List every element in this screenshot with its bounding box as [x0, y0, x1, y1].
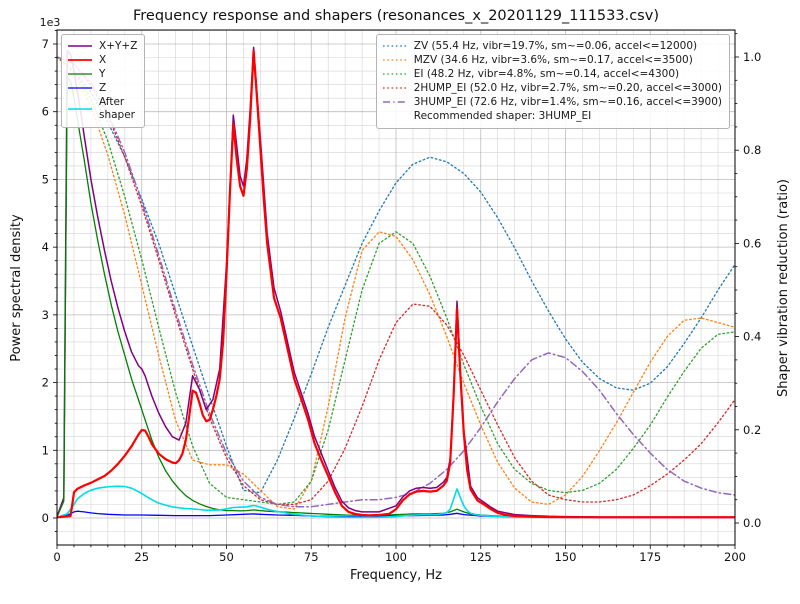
legend-item-recommended-shaper-note: Recommended shaper: 3HUMP_EI: [382, 110, 722, 124]
legend-item-x: X: [67, 54, 137, 68]
y-axis-label-left: Power spectral density: [9, 214, 24, 362]
x-tick-label: 200: [724, 550, 746, 564]
legend-line-sample: [68, 59, 92, 62]
legend-item-z: Z: [67, 82, 137, 96]
chart-title: Frequency response and shapers (resonanc…: [133, 8, 659, 24]
series-after-shaper-line: [57, 485, 735, 519]
x-tick-label: 25: [134, 550, 149, 564]
y-right-tick-label: 0.4: [743, 330, 761, 344]
legend-line-sample: [68, 108, 92, 110]
legend-item-mzv: MZV (34.6 Hz, vibr=3.6%, sm~=0.17, accel…: [382, 54, 722, 68]
y-axis-label-right: Shaper vibration reduction (ratio): [776, 179, 791, 397]
legend-line-sample: [68, 87, 92, 89]
legend-item-label: MZV (34.6 Hz, vibr=3.6%, sm~=0.17, accel…: [413, 53, 693, 66]
x-tick-label: 50: [219, 550, 234, 564]
x-axis-label: Frequency, Hz: [350, 568, 442, 583]
x-tick-label: 0: [53, 550, 60, 564]
chart-series: [57, 46, 735, 519]
legend-empty-handle: [382, 110, 408, 122]
x-tick-label: 175: [639, 550, 661, 564]
legend-item-y: Y: [67, 68, 137, 82]
legend-item-label: X: [99, 53, 107, 66]
legend-line-sample: [68, 45, 92, 47]
legend-item-label: 2HUMP_EI (52.0 Hz, vibr=2.7%, sm~=0.20, …: [413, 81, 722, 94]
y-left-tick-label: 7: [42, 37, 49, 51]
legend-line-sample: [68, 73, 92, 75]
series-ei-line: [57, 56, 735, 506]
legend-item-label: Recommended shaper: 3HUMP_EI: [413, 109, 592, 122]
legend-item-label: ZV (55.4 Hz, vibr=19.7%, sm~=0.06, accel…: [413, 39, 698, 52]
y-left-tick-label: 1: [42, 443, 49, 457]
legend-line-sample: [382, 87, 407, 89]
y-right-tick-label: 0.6: [743, 236, 761, 250]
y-right-tick-label: 1.0: [743, 50, 761, 64]
plot-border: [56, 29, 736, 546]
legend-item-ei: EI (48.2 Hz, vibr=4.8%, sm~=0.14, accel<…: [382, 68, 722, 82]
series-x-line: [57, 49, 735, 519]
y-right-tick-label: 0.2: [743, 423, 761, 437]
y-left-tick-label: 0: [42, 511, 49, 525]
series-zv-line: [57, 56, 735, 494]
legend-item-x-y-z: X+Y+Z: [67, 40, 137, 54]
legend-line-sample: [382, 59, 407, 61]
y-left-tick-label: 6: [42, 105, 49, 119]
x-tick-label: 75: [304, 550, 319, 564]
legend-item-zv: ZV (55.4 Hz, vibr=19.7%, sm~=0.06, accel…: [382, 40, 722, 54]
y-left-tick-label: 3: [42, 308, 49, 322]
y-left-tick-label: 5: [42, 172, 49, 186]
x-tick-label: 100: [385, 550, 407, 564]
series-3hump-ei-line: [57, 56, 735, 508]
legend-item-label: 3HUMP_EI (72.6 Hz, vibr=1.4%, sm~=0.16, …: [413, 95, 722, 108]
y-axis-offset-label: 1e3: [40, 16, 61, 29]
series-y-line: [57, 77, 735, 518]
legend-line-sample: [382, 73, 407, 75]
legend-item-label: EI (48.2 Hz, vibr=4.8%, sm~=0.14, accel<…: [413, 67, 680, 80]
series-x-y-z-line: [57, 46, 735, 518]
legend-line-sample: [382, 101, 407, 103]
y-left-tick-label: 4: [42, 240, 49, 254]
legend-item-label: After shaper: [99, 95, 136, 122]
legend-item-label: Y: [99, 67, 106, 80]
series-2hump-ei-line: [57, 56, 735, 506]
y-right-tick-label: 0.0: [743, 516, 761, 530]
legend-item-after-shaper: After shaper: [67, 96, 137, 123]
x-tick-label: 125: [470, 550, 492, 564]
legend-item-2hump-ei: 2HUMP_EI (52.0 Hz, vibr=2.7%, sm~=0.20, …: [382, 82, 722, 96]
y-left-tick-label: 2: [42, 376, 49, 390]
tick-labels: 0 25 50 75 100 125 150 175 200 0 1 2 3 4 5 6 7 0.0 0.2 0.4 0…: [42, 37, 762, 564]
legend-line-sample: [382, 45, 407, 47]
legend-item-label: Z: [99, 81, 107, 94]
legend-item-3hump-ei: 3HUMP_EI (72.6 Hz, vibr=1.4%, sm~=0.16, …: [382, 96, 722, 110]
shaper-legend: ZV (55.4 Hz, vibr=19.7%, sm~=0.06, accel…: [375, 34, 730, 129]
legend-item-label: X+Y+Z: [99, 39, 138, 52]
x-tick-label: 150: [555, 550, 577, 564]
y-right-tick-label: 0.8: [743, 143, 761, 157]
psd-legend: X+Y+Z X Y Z After shaper: [61, 34, 146, 128]
